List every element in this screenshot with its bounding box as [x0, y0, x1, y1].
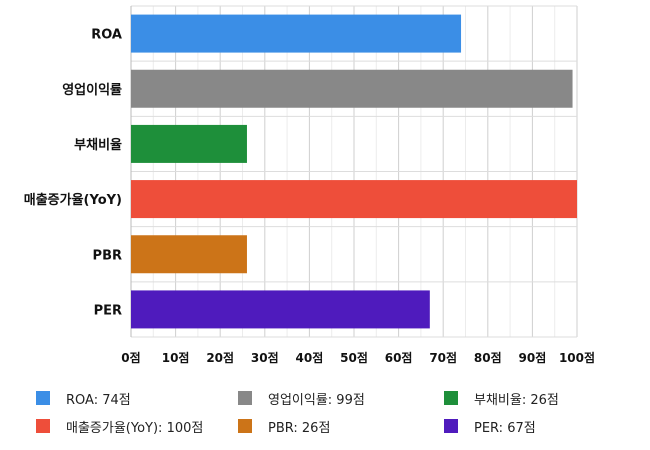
- legend-label: ROA: 74점: [66, 392, 131, 408]
- legend-label: PBR: 26점: [268, 420, 331, 436]
- grid: [130, 5, 578, 338]
- x-tick-label: 100점: [559, 350, 595, 365]
- x-tick-label: 70점: [429, 350, 457, 365]
- legend-item[interactable]: PER: 67점: [444, 416, 624, 436]
- legend-label: 부채비율: 26점: [474, 392, 559, 408]
- legend-swatch: [444, 419, 458, 433]
- x-tick-label: 40점: [296, 350, 324, 365]
- legend-item[interactable]: 부채비율: 26점: [444, 388, 624, 408]
- legend-label: PER: 67점: [474, 420, 536, 436]
- x-tick-label: 50점: [340, 350, 368, 365]
- legend-item[interactable]: 영업이익률: 99점: [238, 388, 444, 408]
- category-label: 영업이익률: [62, 82, 122, 98]
- legend-swatch: [36, 391, 50, 405]
- legend-item[interactable]: ROA: 74점: [36, 388, 238, 408]
- bars: [131, 14, 577, 329]
- x-tick-label: 0점: [121, 350, 140, 365]
- category-label: ROA: [91, 28, 122, 43]
- bar[interactable]: [131, 14, 462, 53]
- x-tick-label: 10점: [162, 350, 190, 365]
- bar[interactable]: [131, 69, 573, 108]
- category-label: PER: [94, 303, 122, 318]
- legend-item[interactable]: 매출증가율(YoY): 100점: [36, 416, 238, 436]
- legend-swatch: [238, 391, 252, 405]
- bar[interactable]: [131, 180, 577, 219]
- bar[interactable]: [131, 290, 430, 329]
- x-tick-label: 20점: [206, 350, 234, 365]
- legend-item[interactable]: PBR: 26점: [238, 416, 444, 436]
- category-label: 매출증가율(YoY): [24, 192, 122, 208]
- legend-swatch: [444, 391, 458, 405]
- x-tick-label: 60점: [385, 350, 413, 365]
- bar[interactable]: [131, 124, 247, 163]
- legend-label: 매출증가율(YoY): 100점: [66, 420, 204, 436]
- legend-swatch: [238, 419, 252, 433]
- x-tick-label: 80점: [474, 350, 502, 365]
- x-tick-labels: 0점 10점 20점 30점 40점 50점 60점 70점 80점 90점 100점: [121, 350, 595, 365]
- legend-label: 영업이익률: 99점: [268, 392, 365, 408]
- bar[interactable]: [131, 235, 247, 274]
- x-tick-label: 90점: [519, 350, 547, 365]
- x-tick-label: 30점: [251, 350, 279, 365]
- category-label: 부채비율: [74, 137, 122, 153]
- category-label: PBR: [93, 248, 122, 263]
- legend-swatch: [36, 419, 50, 433]
